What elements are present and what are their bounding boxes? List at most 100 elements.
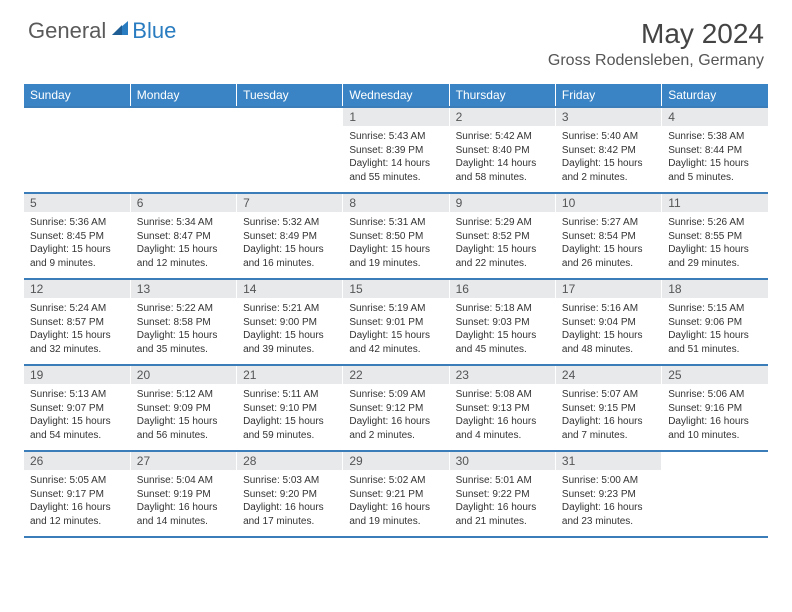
calendar-day-cell: 19Sunrise: 5:13 AMSunset: 9:07 PMDayligh… bbox=[24, 365, 130, 451]
day-number: 13 bbox=[131, 280, 236, 298]
day-body: Sunrise: 5:34 AMSunset: 8:47 PMDaylight:… bbox=[131, 212, 236, 274]
day-header: Sunday bbox=[24, 84, 130, 107]
day-header: Tuesday bbox=[237, 84, 343, 107]
day-body: Sunrise: 5:21 AMSunset: 9:00 PMDaylight:… bbox=[237, 298, 342, 360]
day-sunset: Sunset: 8:57 PM bbox=[30, 316, 124, 330]
day-body: Sunrise: 5:07 AMSunset: 9:15 PMDaylight:… bbox=[556, 384, 661, 446]
day-number: 23 bbox=[450, 366, 555, 384]
day-number: 24 bbox=[556, 366, 661, 384]
day-body: Sunrise: 5:06 AMSunset: 9:16 PMDaylight:… bbox=[662, 384, 768, 446]
day-daylight: Daylight: 16 hours and 12 minutes. bbox=[30, 501, 124, 528]
day-sunrise: Sunrise: 5:42 AM bbox=[456, 130, 549, 144]
day-daylight: Daylight: 15 hours and 45 minutes. bbox=[456, 329, 549, 356]
day-sunset: Sunset: 9:13 PM bbox=[456, 402, 549, 416]
day-number: 19 bbox=[24, 366, 130, 384]
calendar-day-cell: 4Sunrise: 5:38 AMSunset: 8:44 PMDaylight… bbox=[662, 107, 768, 193]
day-sunrise: Sunrise: 5:24 AM bbox=[30, 302, 124, 316]
brand-part2: Blue bbox=[132, 18, 176, 44]
calendar-day-cell: 31Sunrise: 5:00 AMSunset: 9:23 PMDayligh… bbox=[555, 451, 661, 537]
day-number: 27 bbox=[131, 452, 236, 470]
day-daylight: Daylight: 15 hours and 26 minutes. bbox=[562, 243, 655, 270]
day-body: Sunrise: 5:24 AMSunset: 8:57 PMDaylight:… bbox=[24, 298, 130, 360]
day-number: 16 bbox=[450, 280, 555, 298]
day-number: 17 bbox=[556, 280, 661, 298]
calendar-day-cell bbox=[130, 107, 236, 193]
day-sunrise: Sunrise: 5:26 AM bbox=[668, 216, 762, 230]
page-header: General Blue May 2024 Gross Rodensleben,… bbox=[0, 0, 792, 78]
day-number: 21 bbox=[237, 366, 342, 384]
day-number: 31 bbox=[556, 452, 661, 470]
day-body: Sunrise: 5:19 AMSunset: 9:01 PMDaylight:… bbox=[343, 298, 448, 360]
day-number: 3 bbox=[556, 108, 661, 126]
day-number: 28 bbox=[237, 452, 342, 470]
day-sunset: Sunset: 9:22 PM bbox=[456, 488, 549, 502]
day-sunset: Sunset: 9:07 PM bbox=[30, 402, 124, 416]
day-daylight: Daylight: 16 hours and 7 minutes. bbox=[562, 415, 655, 442]
day-header-row: Sunday Monday Tuesday Wednesday Thursday… bbox=[24, 84, 768, 107]
day-sunset: Sunset: 9:09 PM bbox=[137, 402, 230, 416]
day-daylight: Daylight: 16 hours and 17 minutes. bbox=[243, 501, 336, 528]
day-number: 22 bbox=[343, 366, 448, 384]
day-body: Sunrise: 5:42 AMSunset: 8:40 PMDaylight:… bbox=[450, 126, 555, 188]
calendar-day-cell: 23Sunrise: 5:08 AMSunset: 9:13 PMDayligh… bbox=[449, 365, 555, 451]
day-body: Sunrise: 5:15 AMSunset: 9:06 PMDaylight:… bbox=[662, 298, 768, 360]
day-daylight: Daylight: 15 hours and 48 minutes. bbox=[562, 329, 655, 356]
calendar-day-cell: 28Sunrise: 5:03 AMSunset: 9:20 PMDayligh… bbox=[237, 451, 343, 537]
day-sunrise: Sunrise: 5:32 AM bbox=[243, 216, 336, 230]
day-sunrise: Sunrise: 5:15 AM bbox=[668, 302, 762, 316]
calendar-day-cell: 20Sunrise: 5:12 AMSunset: 9:09 PMDayligh… bbox=[130, 365, 236, 451]
calendar-day-cell: 16Sunrise: 5:18 AMSunset: 9:03 PMDayligh… bbox=[449, 279, 555, 365]
day-sunset: Sunset: 8:49 PM bbox=[243, 230, 336, 244]
day-daylight: Daylight: 15 hours and 56 minutes. bbox=[137, 415, 230, 442]
day-sunrise: Sunrise: 5:04 AM bbox=[137, 474, 230, 488]
day-number: 12 bbox=[24, 280, 130, 298]
calendar-week-row: 1Sunrise: 5:43 AMSunset: 8:39 PMDaylight… bbox=[24, 107, 768, 193]
calendar-day-cell: 3Sunrise: 5:40 AMSunset: 8:42 PMDaylight… bbox=[555, 107, 661, 193]
day-sunset: Sunset: 8:50 PM bbox=[349, 230, 442, 244]
day-body: Sunrise: 5:08 AMSunset: 9:13 PMDaylight:… bbox=[450, 384, 555, 446]
calendar-day-cell: 30Sunrise: 5:01 AMSunset: 9:22 PMDayligh… bbox=[449, 451, 555, 537]
day-sunrise: Sunrise: 5:34 AM bbox=[137, 216, 230, 230]
calendar-day-cell: 21Sunrise: 5:11 AMSunset: 9:10 PMDayligh… bbox=[237, 365, 343, 451]
day-sunset: Sunset: 9:16 PM bbox=[668, 402, 762, 416]
calendar-day-cell: 17Sunrise: 5:16 AMSunset: 9:04 PMDayligh… bbox=[555, 279, 661, 365]
day-sunset: Sunset: 9:19 PM bbox=[137, 488, 230, 502]
calendar-week-row: 19Sunrise: 5:13 AMSunset: 9:07 PMDayligh… bbox=[24, 365, 768, 451]
day-sunrise: Sunrise: 5:03 AM bbox=[243, 474, 336, 488]
day-sunrise: Sunrise: 5:00 AM bbox=[562, 474, 655, 488]
calendar-day-cell: 6Sunrise: 5:34 AMSunset: 8:47 PMDaylight… bbox=[130, 193, 236, 279]
day-number: 6 bbox=[131, 194, 236, 212]
day-body: Sunrise: 5:36 AMSunset: 8:45 PMDaylight:… bbox=[24, 212, 130, 274]
day-sunset: Sunset: 8:45 PM bbox=[30, 230, 124, 244]
calendar-day-cell bbox=[237, 107, 343, 193]
day-daylight: Daylight: 15 hours and 22 minutes. bbox=[456, 243, 549, 270]
day-body: Sunrise: 5:38 AMSunset: 8:44 PMDaylight:… bbox=[662, 126, 768, 188]
day-sunset: Sunset: 9:21 PM bbox=[349, 488, 442, 502]
day-sunset: Sunset: 8:44 PM bbox=[668, 144, 762, 158]
day-header: Thursday bbox=[449, 84, 555, 107]
day-daylight: Daylight: 15 hours and 29 minutes. bbox=[668, 243, 762, 270]
day-sunset: Sunset: 8:54 PM bbox=[562, 230, 655, 244]
day-number: 9 bbox=[450, 194, 555, 212]
day-sunrise: Sunrise: 5:07 AM bbox=[562, 388, 655, 402]
day-sunrise: Sunrise: 5:38 AM bbox=[668, 130, 762, 144]
day-number: 5 bbox=[24, 194, 130, 212]
brand-part1: General bbox=[28, 18, 106, 44]
day-sunrise: Sunrise: 5:18 AM bbox=[456, 302, 549, 316]
day-sunset: Sunset: 9:01 PM bbox=[349, 316, 442, 330]
day-body: Sunrise: 5:04 AMSunset: 9:19 PMDaylight:… bbox=[131, 470, 236, 532]
day-daylight: Daylight: 16 hours and 21 minutes. bbox=[456, 501, 549, 528]
day-sunset: Sunset: 8:47 PM bbox=[137, 230, 230, 244]
calendar-day-cell: 10Sunrise: 5:27 AMSunset: 8:54 PMDayligh… bbox=[555, 193, 661, 279]
day-sunset: Sunset: 8:42 PM bbox=[562, 144, 655, 158]
day-number: 29 bbox=[343, 452, 448, 470]
day-number: 25 bbox=[662, 366, 768, 384]
day-sunset: Sunset: 9:10 PM bbox=[243, 402, 336, 416]
day-body: Sunrise: 5:16 AMSunset: 9:04 PMDaylight:… bbox=[556, 298, 661, 360]
day-daylight: Daylight: 16 hours and 4 minutes. bbox=[456, 415, 549, 442]
day-sunrise: Sunrise: 5:16 AM bbox=[562, 302, 655, 316]
day-body: Sunrise: 5:11 AMSunset: 9:10 PMDaylight:… bbox=[237, 384, 342, 446]
title-block: May 2024 Gross Rodensleben, Germany bbox=[548, 18, 764, 70]
day-header: Wednesday bbox=[343, 84, 449, 107]
day-body: Sunrise: 5:02 AMSunset: 9:21 PMDaylight:… bbox=[343, 470, 448, 532]
